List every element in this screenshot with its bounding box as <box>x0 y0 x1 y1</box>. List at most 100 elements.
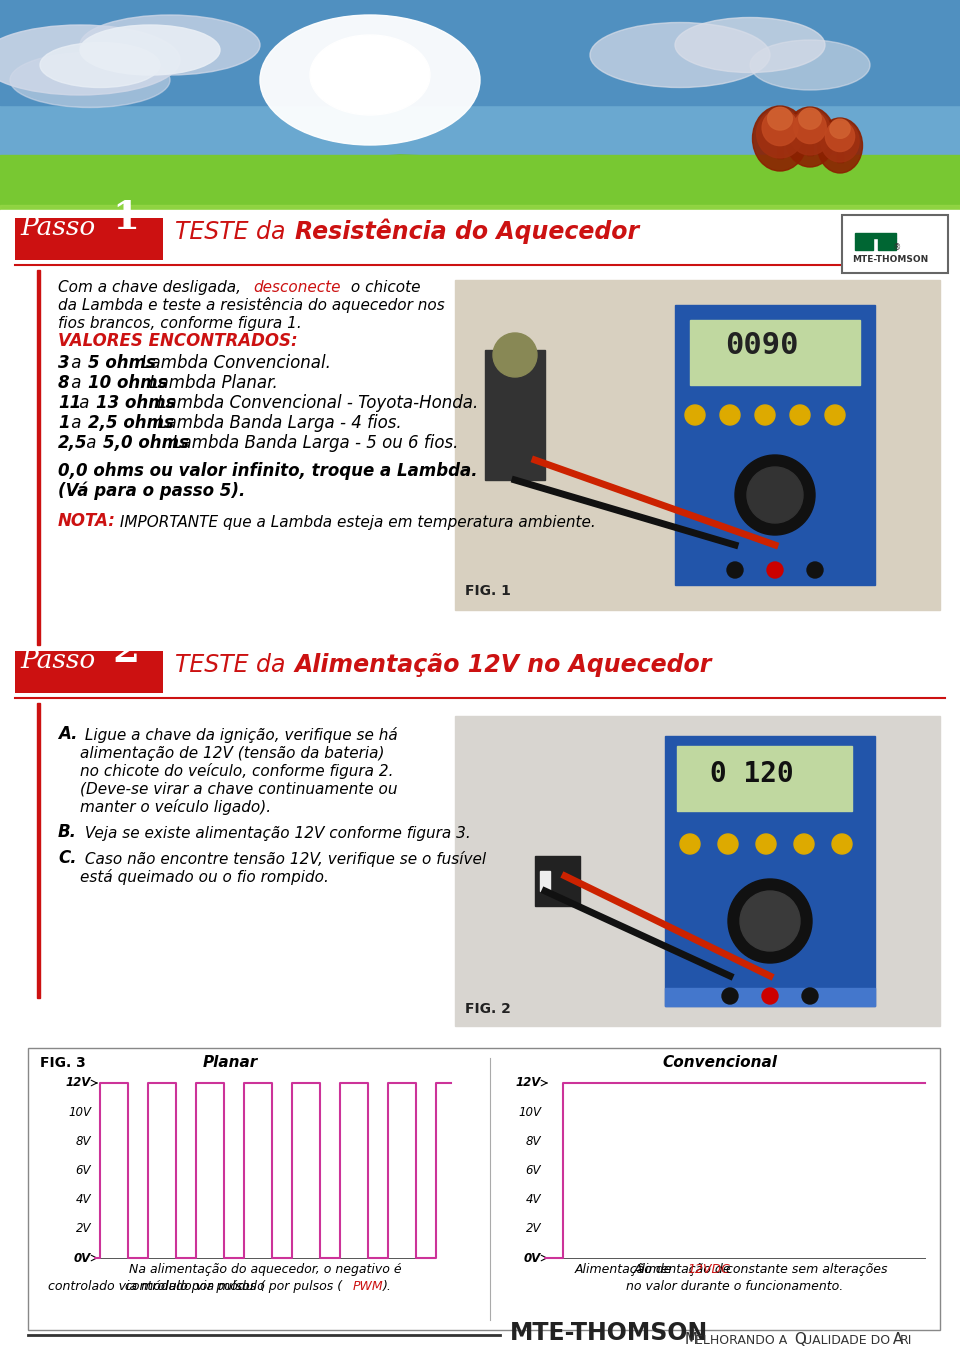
Text: 3: 3 <box>58 354 70 372</box>
Text: 12V: 12V <box>516 1076 541 1090</box>
Text: FIG. 3: FIG. 3 <box>40 1056 85 1069</box>
Ellipse shape <box>675 18 825 73</box>
Text: B.: B. <box>58 823 77 841</box>
Text: Alimentação 12V no Aquecedor: Alimentação 12V no Aquecedor <box>295 653 712 677</box>
Text: ELHORANDO A: ELHORANDO A <box>695 1334 787 1347</box>
Circle shape <box>762 988 778 1005</box>
Ellipse shape <box>590 23 770 88</box>
Text: 0V: 0V <box>74 1252 91 1264</box>
Text: a: a <box>66 354 86 372</box>
Text: C.: C. <box>58 849 77 867</box>
Text: Lambda Banda Larga - 4 fios.: Lambda Banda Larga - 4 fios. <box>152 414 401 433</box>
Text: Veja se existe alimentação 12V conforme figura 3.: Veja se existe alimentação 12V conforme … <box>80 826 470 841</box>
Circle shape <box>807 562 823 579</box>
Text: Caso não encontre tensão 12V, verifique se o fusível: Caso não encontre tensão 12V, verifique … <box>80 850 486 867</box>
Circle shape <box>767 562 783 579</box>
Text: Convencional: Convencional <box>662 1055 778 1069</box>
Text: controlado via módulo por pulsos (: controlado via módulo por pulsos ( <box>48 1280 265 1293</box>
Text: 6V: 6V <box>76 1164 91 1178</box>
Bar <box>0 155 960 210</box>
Text: 1: 1 <box>112 199 139 237</box>
Bar <box>535 856 580 906</box>
Text: está queimado ou o fio rompido.: está queimado ou o fio rompido. <box>80 869 329 886</box>
Text: Lambda Convencional.: Lambda Convencional. <box>135 354 330 372</box>
Circle shape <box>756 834 776 854</box>
Text: A.: A. <box>58 725 78 744</box>
Text: 8: 8 <box>58 375 70 392</box>
Text: Lambda Planar.: Lambda Planar. <box>144 375 277 392</box>
Text: 1: 1 <box>58 414 70 433</box>
Circle shape <box>718 834 738 854</box>
Ellipse shape <box>789 110 831 155</box>
Text: 8V: 8V <box>76 1134 91 1148</box>
Text: a: a <box>66 375 86 392</box>
Ellipse shape <box>826 122 854 151</box>
Bar <box>777 143 783 158</box>
Text: Planar: Planar <box>203 1055 257 1069</box>
Text: FIG. 1: FIG. 1 <box>465 584 511 598</box>
Ellipse shape <box>794 111 827 143</box>
Text: 2: 2 <box>112 631 139 671</box>
Bar <box>0 0 960 105</box>
Circle shape <box>727 562 743 579</box>
Circle shape <box>735 456 815 535</box>
Text: no valor durante o funcionamento.: no valor durante o funcionamento. <box>626 1280 844 1293</box>
Text: TESTE da: TESTE da <box>175 653 293 677</box>
Bar <box>665 735 875 1006</box>
Circle shape <box>802 988 818 1005</box>
Text: Passo: Passo <box>20 648 95 673</box>
Circle shape <box>685 406 705 425</box>
Text: fios brancos, conforme figura 1.: fios brancos, conforme figura 1. <box>58 316 301 331</box>
Text: Com a chave desligada,: Com a chave desligada, <box>58 280 246 295</box>
Text: controlado via módulo por pulsos (: controlado via módulo por pulsos ( <box>125 1280 342 1293</box>
Ellipse shape <box>80 15 260 74</box>
Text: (Deve-se virar a chave continuamente ou: (Deve-se virar a chave continuamente ou <box>80 781 397 796</box>
Bar <box>690 320 860 385</box>
Text: MTE-THOMSON: MTE-THOMSON <box>510 1321 708 1345</box>
Bar <box>807 141 813 155</box>
Circle shape <box>747 466 803 523</box>
Text: 5 ohms: 5 ohms <box>87 354 156 372</box>
Bar <box>37 703 40 998</box>
Text: (Vá para o passo 5).: (Vá para o passo 5). <box>58 481 246 500</box>
Text: Ligue a chave da ignição, verifique se há: Ligue a chave da ignição, verifique se h… <box>80 727 397 744</box>
Text: 12V: 12V <box>65 1076 91 1090</box>
Text: FIG. 2: FIG. 2 <box>465 1002 511 1015</box>
Text: Q: Q <box>790 1332 806 1347</box>
Text: VALORES ENCONTRADOS:: VALORES ENCONTRADOS: <box>58 333 298 350</box>
FancyBboxPatch shape <box>842 215 948 273</box>
FancyBboxPatch shape <box>15 652 163 694</box>
Text: 8V: 8V <box>525 1134 541 1148</box>
Ellipse shape <box>80 24 220 74</box>
Bar <box>677 746 852 811</box>
Ellipse shape <box>10 53 170 108</box>
Ellipse shape <box>821 120 859 162</box>
Text: UALIDADE DO: UALIDADE DO <box>803 1334 890 1347</box>
Text: M: M <box>680 1332 698 1347</box>
Circle shape <box>728 879 812 963</box>
Ellipse shape <box>799 108 821 130</box>
Text: Lambda Banda Larga - 5 ou 6 fios.: Lambda Banda Larga - 5 ou 6 fios. <box>167 434 459 452</box>
Text: 0V: 0V <box>524 1252 541 1264</box>
Ellipse shape <box>260 15 480 145</box>
Text: 10 ohms: 10 ohms <box>87 375 167 392</box>
Text: constante sem alterações: constante sem alterações <box>722 1263 887 1276</box>
Text: desconecte: desconecte <box>253 280 341 295</box>
Circle shape <box>794 834 814 854</box>
Text: 2,5 ohms: 2,5 ohms <box>87 414 174 433</box>
Text: Na alimentação do aquecedor, o negativo é: Na alimentação do aquecedor, o negativo … <box>129 1263 401 1276</box>
Bar <box>455 280 940 610</box>
Text: Lambda Convencional - Toyota-Honda.: Lambda Convencional - Toyota-Honda. <box>152 393 478 412</box>
Bar <box>0 210 960 1352</box>
Bar <box>855 233 896 238</box>
Text: manter o veículo ligado).: manter o veículo ligado). <box>80 799 271 815</box>
Text: Resistência do Aquecedor: Resistência do Aquecedor <box>295 219 639 243</box>
Text: NOTA:: NOTA: <box>58 512 116 530</box>
Text: 10V: 10V <box>518 1106 541 1118</box>
Text: ®: ® <box>893 243 901 251</box>
Text: 0,0 ohms ou valor infinito, troque a Lambda.: 0,0 ohms ou valor infinito, troque a Lam… <box>58 462 478 480</box>
Text: 11: 11 <box>58 393 82 412</box>
Bar <box>837 147 843 162</box>
Ellipse shape <box>310 35 430 115</box>
Text: 2V: 2V <box>76 1222 91 1236</box>
